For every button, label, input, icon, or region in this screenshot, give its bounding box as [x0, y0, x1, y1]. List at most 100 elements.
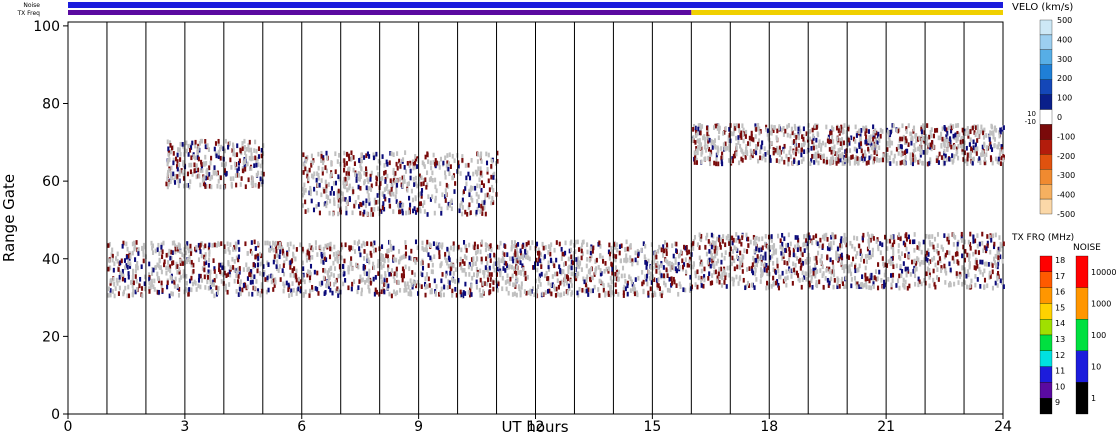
scatter-cell [167, 168, 170, 173]
scatter-cell [302, 161, 305, 167]
scatter-cell [445, 163, 448, 169]
scatter-cell [285, 280, 288, 286]
scatter-cell [617, 292, 620, 297]
scatter-cell [129, 261, 132, 267]
scatter-cell [411, 270, 414, 275]
scatter-cell [129, 280, 133, 285]
scatter-cell [928, 161, 931, 166]
txfreq-tick-label: 14 [1055, 319, 1065, 328]
scatter-cell [989, 141, 992, 147]
scatter-cell [871, 247, 874, 253]
scatter-cell [848, 148, 852, 153]
scatter-cell [479, 292, 482, 298]
scatter-cell [913, 154, 917, 160]
scatter-cell [712, 263, 715, 268]
scatter-cell [264, 240, 267, 246]
scatter-cell [698, 232, 701, 238]
scatter-cell [665, 251, 668, 257]
scatter-cell [484, 242, 487, 247]
scatter-cell [200, 278, 204, 283]
scatter-cell [186, 245, 189, 251]
scatter-cell [209, 160, 212, 166]
scatter-cell [580, 255, 583, 261]
scatter-cell [344, 197, 347, 202]
scatter-cell [357, 184, 360, 190]
scatter-cell [452, 241, 455, 247]
scatter-cell [167, 181, 170, 187]
scatter-cell [810, 274, 813, 280]
scatter-cell [893, 239, 896, 245]
scatter-cell [171, 240, 174, 246]
scatter-cell [326, 200, 329, 206]
scatter-cell [853, 136, 856, 142]
scatter-cell [655, 254, 658, 260]
scatter-cell [367, 257, 370, 263]
scatter-cell [329, 190, 332, 196]
scatter-cell [770, 130, 773, 136]
scatter-cell [890, 244, 893, 250]
scatter-cell [886, 147, 889, 152]
scatter-cell [988, 134, 991, 140]
scatter-cell [211, 243, 214, 248]
scatter-cell [560, 279, 563, 285]
scatter-cell [322, 246, 325, 252]
scatter-cell [567, 283, 570, 289]
scatter-cell [716, 275, 719, 281]
scatter-cell [371, 243, 374, 248]
scatter-cell [383, 282, 386, 287]
scatter-cell [142, 242, 145, 248]
scatter-cell [179, 152, 182, 157]
scatter-cell [991, 147, 994, 152]
scatter-cell [199, 182, 202, 188]
scatter-cell [944, 280, 947, 285]
scatter-cell [190, 248, 193, 254]
scatter-cell [753, 285, 756, 290]
scatter-cell [307, 207, 310, 213]
scatter-cell [918, 145, 921, 151]
scatter-cell [706, 144, 709, 149]
scatter-cell [577, 256, 580, 262]
scatter-cell [730, 131, 733, 137]
scatter-cell [337, 188, 340, 194]
scatter-cell [178, 172, 181, 177]
scatter-cell [218, 242, 221, 247]
scatter-cell [374, 247, 377, 253]
scatter-cell [766, 128, 770, 134]
scatter-cell [877, 285, 880, 291]
scatter-cell [157, 263, 160, 269]
scatter-cell [426, 182, 429, 188]
x-tick-label: 9 [414, 419, 423, 435]
scatter-cell [840, 243, 844, 249]
scatter-cell [966, 156, 969, 162]
scatter-cell [156, 271, 159, 277]
scatter-cell [316, 182, 319, 188]
scatter-cell [501, 256, 504, 261]
scatter-cell [453, 189, 456, 194]
scatter-cell [759, 155, 762, 161]
scatter-cell [662, 265, 665, 270]
scatter-cell [842, 160, 845, 166]
scatter-cell [859, 133, 862, 139]
scatter-cell [337, 211, 340, 217]
scatter-cell [491, 184, 494, 190]
scatter-cell [572, 254, 575, 260]
scatter-cell [643, 254, 646, 260]
scatter-cell [454, 267, 457, 272]
scatter-cell [400, 273, 403, 278]
scatter-cell [755, 277, 758, 282]
scatter-cell [971, 160, 974, 166]
scatter-cell [765, 127, 768, 132]
scatter-cell [240, 176, 243, 181]
scatter-cell [909, 160, 913, 166]
scatter-cell [854, 156, 857, 162]
scatter-cell [225, 273, 228, 278]
scatter-cell [737, 256, 740, 261]
scatter-cell [828, 139, 831, 145]
scatter-cell [681, 258, 684, 264]
scatter-cell [407, 284, 410, 290]
scatter-cell [262, 264, 265, 269]
scatter-cell [601, 281, 604, 287]
scatter-cell [409, 168, 412, 174]
scatter-cell [393, 278, 396, 284]
scatter-cell [521, 244, 524, 250]
